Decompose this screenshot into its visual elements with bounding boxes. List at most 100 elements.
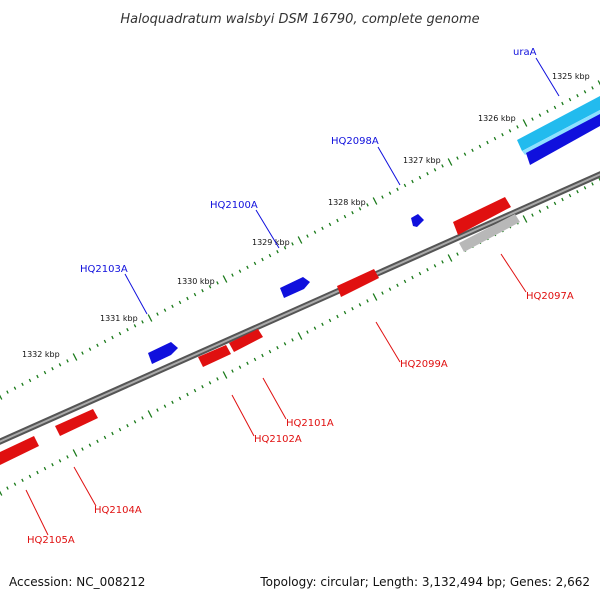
inner-row-tick [186, 296, 189, 301]
inner-row-tick [103, 339, 107, 344]
inner-row-tick [381, 195, 384, 199]
inner-row-tick [13, 386, 17, 390]
gene-HQ2102A[interactable] [198, 345, 231, 367]
label-HQ2104A: HQ2104A [94, 505, 142, 516]
outer-row-tick [193, 388, 197, 393]
inner-row-tick [171, 304, 174, 308]
label-HQ2102A: HQ2102A [254, 434, 302, 445]
inner-row-tick [118, 331, 122, 336]
inner-row-tick [268, 253, 272, 258]
inner-row-tick [51, 367, 54, 371]
outer-row-tick [163, 404, 167, 408]
inner-row-tick [388, 191, 392, 195]
inner-row-tick [411, 179, 414, 184]
inner-row-tick [276, 250, 279, 254]
inner-row-tick [297, 236, 303, 244]
outer-row-tick [313, 326, 317, 330]
outer-row-tick [178, 396, 182, 401]
label-HQ2097A: HQ2097A [526, 291, 574, 302]
inner-row-tick [81, 351, 84, 355]
outer-row-tick [276, 346, 279, 350]
inner-row-tick [163, 308, 167, 312]
outer-row-tick [591, 182, 594, 186]
outer-row-tick [103, 435, 107, 440]
inner-row-tick [441, 164, 444, 168]
inner-row-tick [471, 148, 474, 152]
inner-row-tick [336, 218, 339, 223]
inner-row-tick [351, 211, 354, 215]
inner-row-tick [261, 257, 264, 262]
inner-row-tick [522, 119, 528, 127]
gene-HQ2100A[interactable] [280, 277, 310, 298]
gene-HQ2104A[interactable] [55, 409, 98, 436]
gene-HQ2097A[interactable] [453, 197, 520, 252]
forward-leaders [124, 57, 560, 315]
inner-row-tick [156, 312, 159, 316]
outer-row-tick [553, 201, 557, 206]
inner-row-tick [508, 129, 512, 133]
inner-row-tick [447, 158, 453, 166]
inner-row-tick [568, 97, 572, 102]
inner-row-tick [253, 261, 257, 266]
outer-row-tick [133, 420, 137, 424]
outer-row-tick [88, 443, 92, 447]
outer-row-tick [111, 431, 114, 436]
gene-HQ2098A[interactable] [411, 214, 424, 227]
outer-row-tick [546, 205, 549, 209]
gene-HQ2105A[interactable] [0, 436, 39, 465]
outer-row-tick [441, 260, 444, 264]
outer-row-tick [531, 213, 534, 217]
inner-row-tick [426, 172, 429, 176]
outer-row-tick [447, 254, 453, 262]
outer-row-tick [208, 381, 212, 385]
inner-row-tick [0, 394, 3, 400]
outer-row-tick [147, 410, 153, 418]
inner-row-tick [216, 281, 219, 285]
gene-HQ2103A[interactable] [148, 342, 178, 364]
reverse-leaders [25, 253, 527, 536]
inner-row-tick [306, 234, 309, 238]
inner-row-tick [328, 222, 332, 227]
outer-row-tick [351, 307, 354, 311]
inner-row-tick [493, 136, 497, 141]
outer-row-tick [456, 252, 459, 256]
inner-row-tick [478, 144, 482, 149]
kbp-label-1325: 1325 kbp [552, 72, 590, 81]
summary-text: Topology: circular; Length: 3,132,494 bp… [259, 575, 590, 589]
inner-row-tick [208, 285, 212, 289]
inner-row-tick [111, 335, 114, 340]
outer-row-tick [372, 293, 378, 301]
inner-row-tick [141, 320, 144, 324]
label-HQ2101A: HQ2101A [286, 418, 334, 429]
outer-row-tick [141, 416, 144, 420]
inner-row-tick [96, 343, 99, 347]
inner-row-tick [561, 101, 564, 106]
outer-row-tick [418, 271, 422, 276]
outer-row-tick [291, 338, 294, 342]
inner-row-tick [246, 265, 249, 269]
kbp-label-1332: 1332 kbp [22, 350, 60, 359]
label-uraA: uraA [513, 47, 537, 58]
kbp-label-1330: 1330 kbp [177, 277, 215, 286]
outer-row-tick [246, 361, 249, 365]
inner-row-tick [21, 382, 24, 386]
inner-row-tick [313, 230, 317, 234]
outer-row-tick [118, 427, 122, 432]
inner-row-tick [358, 207, 362, 211]
gene-uraA[interactable] [517, 96, 600, 165]
outer-row-tick [171, 400, 174, 404]
inner-row-tick [66, 359, 69, 363]
outer-row-tick [58, 459, 62, 463]
outer-row-tick [433, 264, 437, 268]
inner-row-tick [321, 226, 324, 230]
outer-row-tick [21, 478, 24, 482]
inner-row-tick [576, 94, 579, 98]
outer-row-tick [321, 322, 324, 326]
inner-row-tick [343, 214, 347, 219]
gene-HQ2101A[interactable] [229, 329, 263, 352]
outer-row-tick [261, 353, 264, 358]
outer-row-tick [336, 314, 339, 319]
gene-HQ2099A[interactable] [337, 269, 379, 297]
outer-row-tick [231, 369, 234, 373]
